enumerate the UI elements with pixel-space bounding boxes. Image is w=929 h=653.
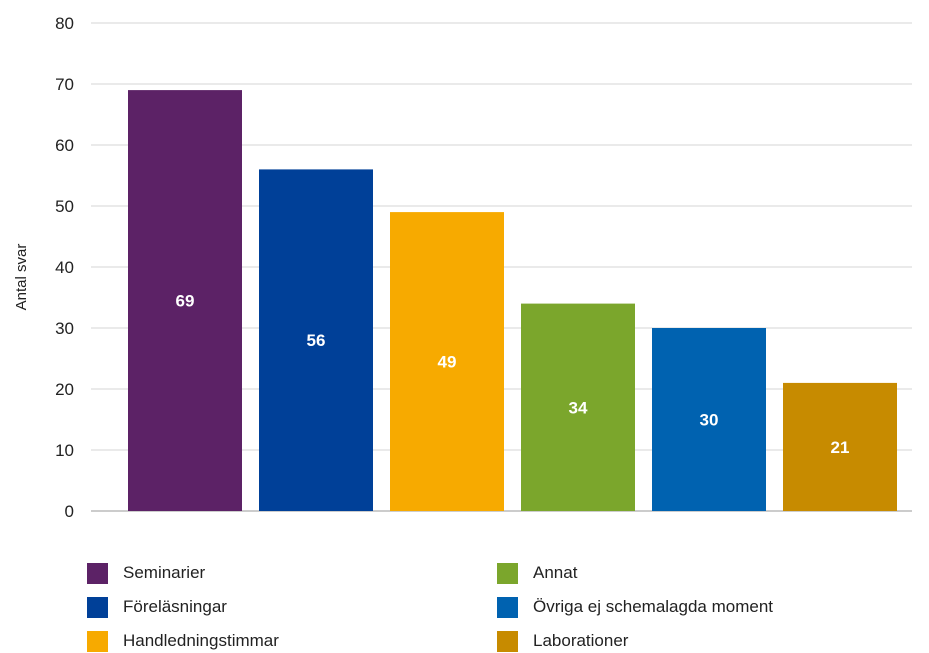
bar-4 (521, 303, 635, 511)
bar-6 (783, 382, 897, 511)
data-label: 34 (569, 398, 588, 417)
data-label: 56 (307, 331, 326, 350)
data-label: 69 (176, 292, 195, 311)
y-axis-title: Antal svar (13, 244, 30, 311)
y-tick-label: 30 (55, 319, 74, 338)
y-tick-label: 70 (55, 75, 74, 94)
bar-1 (128, 90, 242, 511)
data-label: 49 (438, 353, 457, 372)
y-tick-label: 10 (55, 441, 74, 460)
bars (128, 90, 897, 511)
bar-2 (259, 169, 373, 511)
y-tick-labels: 0 10 20 30 40 50 60 70 80 (55, 14, 74, 521)
data-label: 30 (700, 411, 719, 430)
data-labels: 69 56 49 34 30 21 (176, 292, 850, 457)
y-tick-label: 0 (65, 502, 74, 521)
data-label: 21 (831, 438, 850, 457)
y-tick-label: 20 (55, 380, 74, 399)
y-tick-label: 40 (55, 258, 74, 277)
bar-5 (652, 328, 766, 511)
y-tick-label: 80 (55, 14, 74, 33)
bar-3 (390, 212, 504, 511)
y-tick-label: 60 (55, 136, 74, 155)
y-tick-label: 50 (55, 197, 74, 216)
